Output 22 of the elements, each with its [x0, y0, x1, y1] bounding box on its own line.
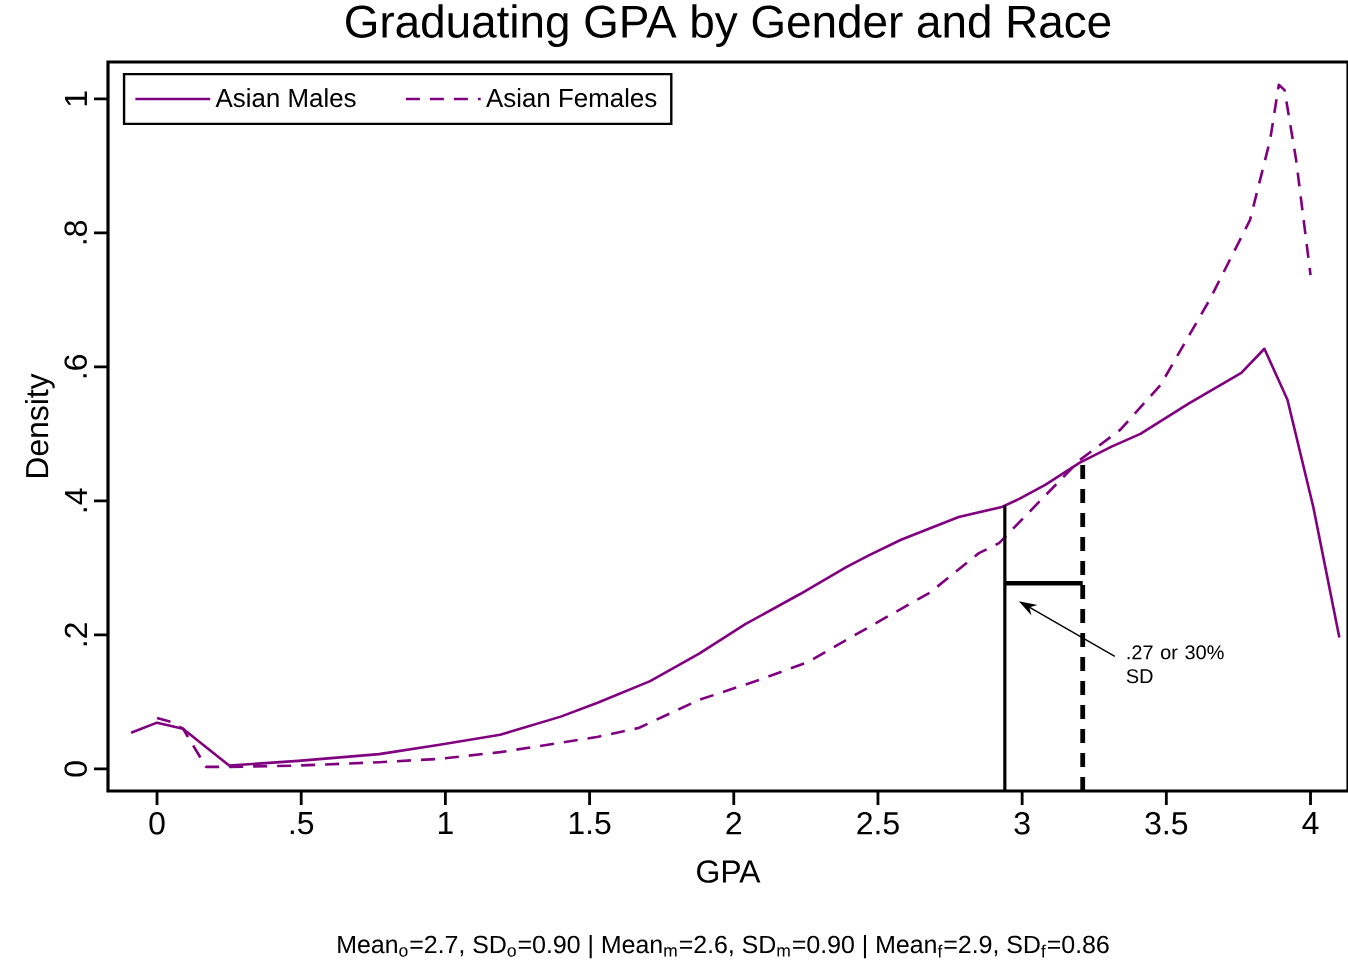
annotation: .27 or 30% SD: [1126, 645, 1224, 684]
y-tick-label: .4: [65, 488, 87, 512]
y-axis-title: Density: [25, 373, 55, 478]
y-tick-label: 0: [64, 761, 87, 777]
y-tick-label: .8: [64, 220, 87, 244]
x-tick-label: 3: [1014, 812, 1030, 835]
legend-label: Asian Females: [486, 88, 657, 108]
text: Mean$_{o}$=2.7, SD$_{o}$=0.90 | Mean$_{m}$=2.6, SD$_{m}$=0.90 | Mean$_{f}$=2.9, SD$_{f}$=0.86: [338, 934, 1109, 959]
legend-label: Asian Males: [215, 88, 356, 108]
x-tick-label: 0: [149, 812, 165, 835]
x-tick-label: 1: [438, 812, 453, 834]
x-tick-label: 2.5: [857, 812, 899, 835]
y-tick-label: 1: [65, 91, 87, 106]
chart-title: Graduating GPA by Gender and Race: [346, 4, 1111, 47]
x-tick-label: .5: [290, 812, 314, 835]
y-tick-label: .6: [64, 354, 87, 378]
x-tick-label: 4: [1302, 812, 1319, 834]
x-tick-label: 1.5: [569, 812, 611, 835]
x-axis-title: GPA: [697, 860, 761, 883]
x-tick-label: 3.5: [1145, 812, 1188, 835]
y-tick-label: .2: [64, 623, 87, 646]
x-tick-label: 2: [726, 812, 742, 835]
